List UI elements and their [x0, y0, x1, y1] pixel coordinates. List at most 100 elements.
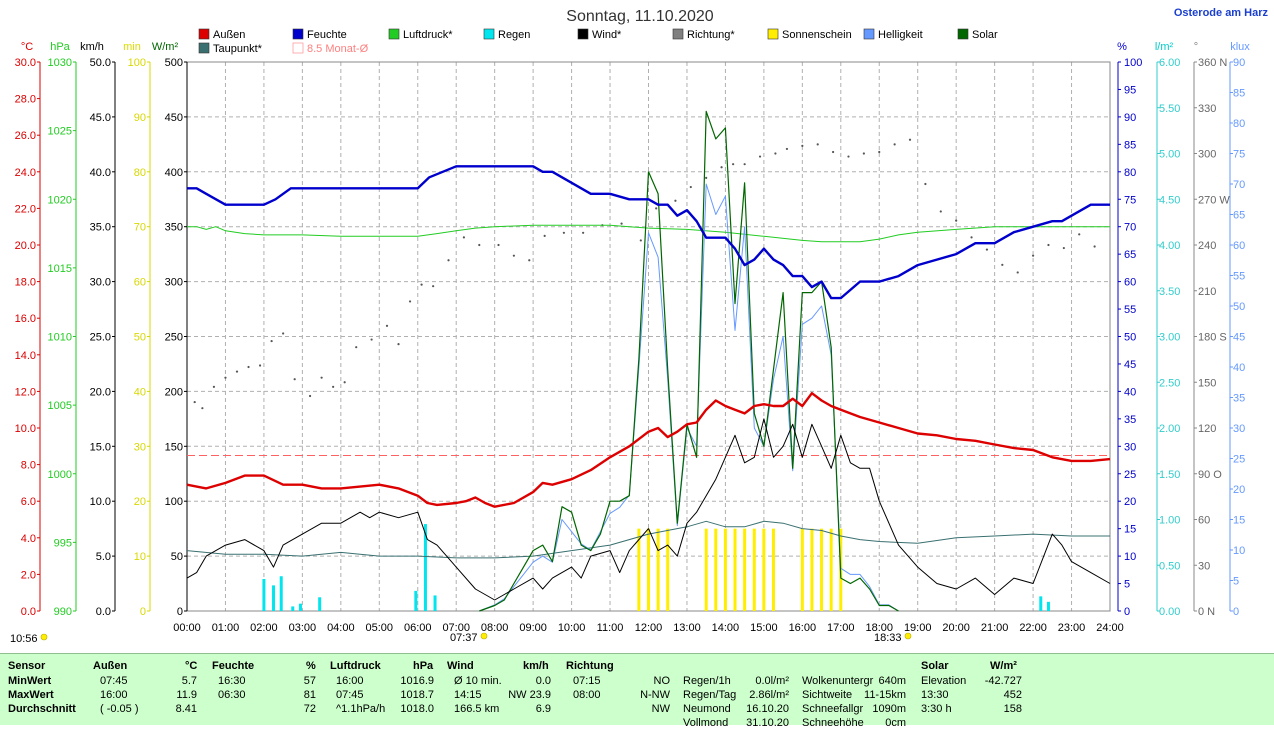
legend-swatch — [292, 28, 304, 40]
x-tick-label: 16:00 — [789, 622, 817, 634]
axis-tick-label: 240 — [1198, 240, 1216, 252]
direction-point — [478, 243, 481, 247]
x-tick-label: 03:00 — [289, 622, 317, 634]
axis-unit-right: l/m² — [1155, 41, 1174, 53]
axis-tick-label: 30 — [1233, 423, 1245, 435]
axis-tick-label: 60 — [1124, 277, 1136, 289]
direction-point — [908, 138, 912, 141]
direction-point — [955, 219, 958, 222]
axis-tick-label: 18.0 — [15, 277, 36, 289]
daylength-icon — [40, 633, 48, 641]
stats-cell-f-t: 06:30 — [218, 689, 246, 701]
axis-tick-label: 1015 — [48, 263, 72, 275]
legend-swatch — [863, 28, 875, 40]
x-tick-label: 12:00 — [635, 622, 663, 634]
axis-tick-label: 180 S — [1198, 332, 1227, 344]
stats-cell-y-l: Sichtweite — [802, 689, 853, 701]
stats-header-aussen: Außen — [93, 660, 128, 672]
stats-cell-w-v: 6.9 — [535, 703, 551, 715]
stats-cell-r-v: NW — [651, 703, 670, 715]
x-tick-label: 23:00 — [1058, 622, 1086, 634]
series-line-helligkeit — [479, 183, 899, 612]
legend-label: Richtung* — [687, 29, 735, 41]
axis-tick-label: 0 — [1233, 606, 1239, 618]
stats-cell-a-t: 07:45 — [100, 675, 128, 687]
station-name: Osterode am Harz — [1174, 7, 1269, 19]
direction-point — [674, 199, 677, 202]
sunshine-bar — [771, 528, 775, 611]
stats-cell-w-t: 14:15 — [454, 689, 482, 701]
axis-tick-label: 10 — [1233, 545, 1245, 557]
axis-tick-label: 20 — [1233, 484, 1245, 496]
stats-cell-label: MinWert — [8, 675, 52, 687]
axis-tick-label: 8.0 — [21, 460, 36, 472]
axis-tick-label: 40 — [1233, 362, 1245, 374]
direction-point — [270, 339, 273, 343]
legend: Außen Taupunkt* Feuchte 8.5 Monat-Ø Luftdruc… — [198, 28, 998, 55]
axis-tick-label: 4.0 — [21, 533, 36, 545]
direction-point — [620, 222, 623, 225]
legend-label: Solar — [972, 29, 998, 41]
stats-cell-y-v: 640m — [878, 675, 906, 687]
sunshine-bar — [810, 528, 814, 611]
axis-tick-label: 25 — [1124, 469, 1136, 481]
stats-cell-x-l: Regen/1h — [683, 675, 731, 687]
stats-cell-l-v: 1018.7 — [400, 689, 434, 701]
axis-tick-label: 250 — [165, 332, 183, 344]
direction-point — [924, 182, 927, 186]
axis-tick-label: 2.50 — [1159, 377, 1180, 389]
rain-bar — [414, 590, 418, 611]
axis-tick-label: 15 — [1233, 515, 1245, 527]
direction-point — [420, 283, 423, 286]
axis-tick-label: 15.0 — [90, 441, 111, 453]
axis-tick-label: 35.0 — [90, 222, 111, 234]
direction-point — [970, 236, 973, 239]
stats-table: Sensor Außen °C Feuchte % Luftdruck hPa … — [0, 653, 1274, 729]
stats-cell-w-v: NW 23.9 — [508, 689, 551, 701]
stats-cell-f-v: 72 — [303, 703, 316, 715]
sunshine-bar — [704, 528, 708, 611]
chart-title: Sonntag, 11.10.2020 — [566, 8, 713, 25]
axis-tick-label: 400 — [165, 167, 183, 179]
stats-cell-a-v: 8.41 — [175, 703, 197, 715]
axis-tick-label: 20.0 — [15, 240, 36, 252]
stats-cell-a-v: 5.7 — [181, 675, 197, 687]
axis-tick-label: 3.00 — [1159, 332, 1180, 344]
axis-tick-label: 6.00 — [1159, 57, 1180, 69]
rain-bar — [1046, 601, 1050, 611]
axis-tick-label: 26.0 — [15, 130, 36, 142]
stats-cell-s-l: Elevation — [921, 675, 967, 687]
axis-tick-label: 20 — [1124, 496, 1136, 508]
axis-tick-label: 5.00 — [1159, 149, 1180, 161]
axis-tick-label: 120 — [1198, 423, 1216, 435]
direction-point — [832, 150, 835, 154]
axis-tick-label: 60 — [1233, 240, 1245, 252]
axis-tick-label: 15 — [1124, 524, 1136, 536]
axis-tick-label: 90 — [1233, 57, 1245, 69]
direction-point — [816, 143, 819, 146]
direction-point — [774, 152, 777, 155]
stats-header-feuchte: Feuchte — [212, 660, 255, 672]
axis-tick-label: 0 — [177, 606, 183, 618]
axis-tick-label: 1.50 — [1159, 469, 1180, 481]
x-tick-label: 02:00 — [250, 622, 278, 634]
stats-cell-s-v: 158 — [1003, 703, 1022, 715]
sunshine-bar — [647, 528, 650, 611]
axis-tick-label: 90 — [1124, 112, 1136, 124]
axis-unit-right: klux — [1230, 41, 1250, 53]
sunshine-bar — [820, 528, 824, 611]
stats-header-solar: Solar — [921, 660, 949, 672]
axis-tick-label: 75 — [1233, 149, 1245, 161]
axis-tick-label: 0 N — [1198, 606, 1215, 618]
direction-point — [1093, 245, 1096, 248]
stats-header-aussen-unit: °C — [185, 660, 198, 672]
axis-tick-label: 1010 — [48, 332, 72, 344]
legend-swatch — [577, 28, 589, 40]
legend-swatch — [198, 42, 210, 54]
direction-point — [1078, 233, 1081, 236]
rain-bar — [272, 585, 276, 611]
axis-tick-label: 16.0 — [15, 313, 36, 325]
rain-bar — [262, 578, 266, 611]
direction-point — [343, 381, 346, 384]
axis-tick-label: 1025 — [48, 126, 72, 138]
